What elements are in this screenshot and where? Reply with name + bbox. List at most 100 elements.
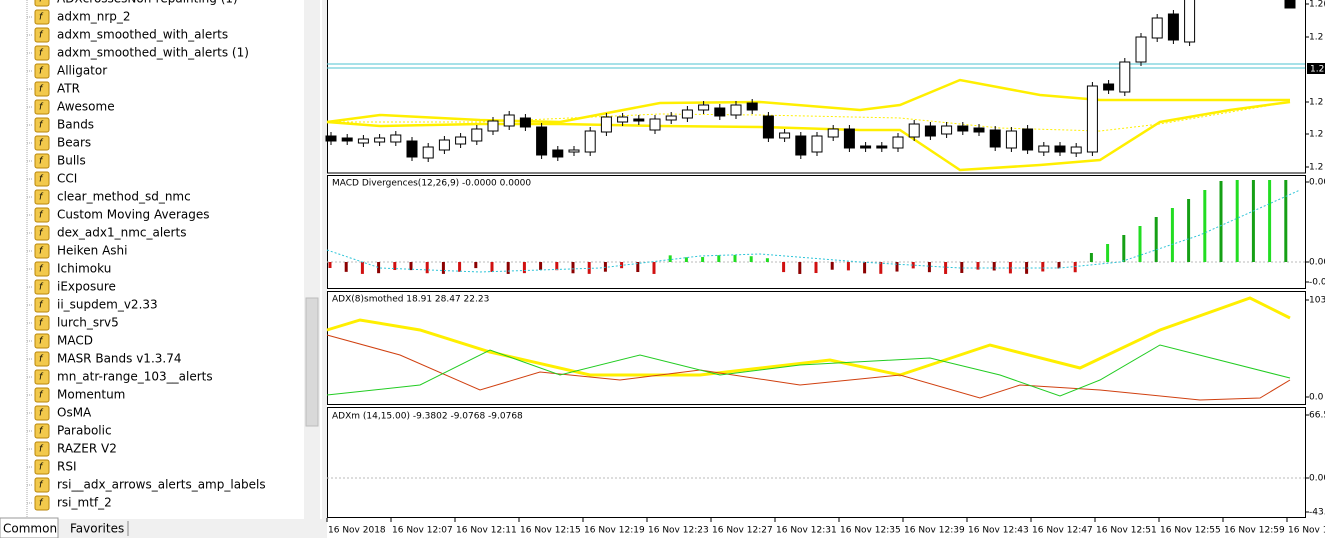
adxm-title: ADXm (14,15.00) -9.3802 -9.0768 -9.0768 (332, 412, 523, 422)
histogram-bar (830, 262, 834, 270)
candle (584, 130, 596, 153)
candle (698, 104, 710, 111)
candle (908, 123, 920, 138)
indicator-icon (34, 369, 50, 385)
indicator-item[interactable]: CCI (57, 172, 77, 186)
indicator-item[interactable]: iExposure (57, 280, 116, 294)
current-price: 1.2 (1310, 65, 1324, 75)
tab-common[interactable]: Common (3, 522, 57, 536)
indicator-icon (34, 153, 50, 169)
candle (892, 136, 904, 149)
scale-label: 103 (1309, 296, 1325, 306)
indicator-item[interactable]: ATR (57, 82, 80, 96)
scale-label: 1.2 (1309, 98, 1323, 108)
indicator-item[interactable]: Alligator (57, 64, 107, 78)
indicator-icon (34, 117, 50, 133)
indicator-item[interactable]: Bands (57, 118, 94, 132)
indicator-icon (34, 315, 50, 331)
candle (924, 125, 936, 137)
indicator-item[interactable]: OsMA (57, 406, 92, 420)
macd-title: MACD Divergences(12,26,9) -0.0000 0.0000 (332, 179, 531, 189)
scroll-thumb[interactable] (305, 297, 319, 427)
histogram-bar (1041, 262, 1045, 272)
indicator-item[interactable]: rsi_mtf_2 (57, 496, 112, 510)
histogram-bar (960, 262, 964, 273)
histogram-bar (377, 262, 381, 274)
time-label: 16 Nov 12:55 (1160, 526, 1221, 536)
icon-f: f (39, 391, 44, 401)
indicator-item[interactable]: mn_atr-range_103__alerts (57, 370, 213, 384)
histogram-bar (506, 262, 510, 274)
histogram-bar (441, 262, 445, 274)
histogram-bar (717, 255, 721, 262)
indicator-item[interactable]: adxm_smoothed_with_alerts (57, 28, 228, 42)
indicator-item[interactable]: Ichimoku (57, 262, 111, 276)
histogram-bar (1268, 180, 1272, 262)
candle (374, 137, 386, 143)
icon-f: f (39, 121, 44, 131)
adx-title: ADX(8)smothed 18.91 28.47 22.23 (332, 295, 489, 305)
histogram-bar (992, 262, 996, 271)
histogram-bar (684, 257, 688, 262)
tab-favorites[interactable]: Favorites (70, 522, 124, 536)
scale-label: 1.2 (1309, 33, 1323, 43)
indicator-item[interactable]: MASR Bands v1.3.74 (57, 352, 181, 366)
indicator-item[interactable]: adxm_nrp_2 (57, 10, 131, 24)
candle (519, 117, 531, 128)
candle (795, 135, 807, 156)
indicator-item[interactable]: clear_method_sd_nmc (57, 190, 191, 204)
icon-f: f (39, 0, 44, 5)
scale-label: 1.2( (1309, 0, 1325, 10)
indicator-item[interactable]: ii_supdem_v2.33 (57, 298, 158, 312)
indicator-item[interactable]: Parabolic (57, 424, 112, 438)
indicator-item[interactable]: Bulls (57, 154, 86, 168)
indicator-item[interactable]: adxm_smoothed_with_alerts (1) (57, 46, 249, 60)
indicator-item[interactable]: MACD (57, 334, 93, 348)
panel-borders (327, 0, 1306, 518)
histogram-bar (1251, 180, 1255, 262)
scale-label: -0.0 (1309, 278, 1325, 288)
histogram-bar (458, 262, 462, 272)
histogram-bar (1089, 253, 1093, 262)
minus-di (326, 334, 1291, 401)
icon-f: f (39, 463, 44, 473)
indicator-item[interactable]: Custom Moving Averages (57, 208, 209, 222)
time-label: 16 Nov 12:31 (776, 526, 837, 536)
icon-f: f (39, 265, 44, 275)
icon-f: f (39, 481, 44, 491)
candle (1022, 128, 1034, 151)
indicator-icon (34, 0, 50, 7)
candle (746, 102, 758, 111)
indicator-item[interactable]: RAZER V2 (57, 442, 117, 456)
scale-label: 0.00 (1309, 178, 1325, 188)
candle (714, 107, 726, 117)
icon-f: f (39, 445, 44, 455)
indicator-item[interactable]: RSI (57, 460, 77, 474)
histogram-bar (328, 262, 332, 268)
icon-f: f (39, 175, 44, 185)
scale-label: -43. (1309, 508, 1325, 518)
plus-di (326, 344, 1291, 397)
candle (341, 137, 353, 142)
scale-label: 1.2 (1309, 163, 1323, 173)
band-mid (327, 101, 1291, 132)
indicator-item[interactable]: rsi__adx_arrows_alerts_amp_labels (57, 478, 266, 492)
tab-active[interactable] (0, 517, 59, 538)
indicator-item[interactable]: Bears (57, 136, 91, 150)
histogram-bar (1106, 244, 1110, 262)
indicator-item[interactable]: Heiken Ashi (57, 244, 127, 258)
indicator-item[interactable]: Momentum (57, 388, 125, 402)
scrollbar[interactable] (304, 0, 320, 520)
candle (552, 149, 564, 158)
indicator-item[interactable]: lurch_srv5 (57, 316, 119, 330)
indicator-icon (34, 495, 50, 511)
candle (455, 136, 467, 145)
indicator-item[interactable]: ADXcrossesNon-repainting (1) (57, 0, 238, 6)
indicator-item[interactable]: Awesome (57, 100, 115, 114)
adx-line (326, 296, 1291, 377)
histogram-bar (1057, 262, 1061, 269)
indicator-icon (34, 297, 50, 313)
histogram-bar (863, 262, 867, 274)
indicator-item[interactable]: dex_adx1_nmc_alerts (57, 226, 186, 240)
scale-label: 1.2 (1309, 130, 1323, 140)
